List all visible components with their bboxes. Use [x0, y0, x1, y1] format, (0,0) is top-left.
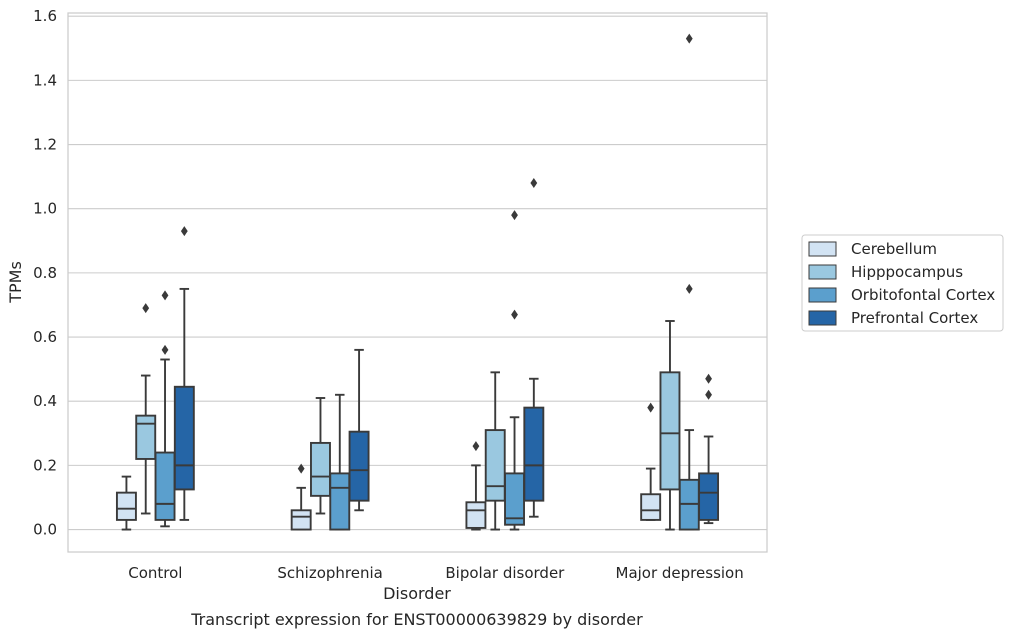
x-tick-label: Control	[128, 564, 182, 582]
outlier-point	[530, 178, 538, 189]
outlier-point	[142, 303, 150, 314]
box-1-2	[484, 371, 506, 531]
box-0-1	[290, 463, 312, 531]
x-tick-label: Bipolar disorder	[445, 564, 565, 582]
boxes	[115, 33, 720, 531]
y-tick-label: 1.6	[33, 7, 57, 25]
legend-label: Hipppocampus	[851, 263, 963, 281]
y-tick-label: 0.8	[33, 264, 57, 282]
iqr-box	[659, 371, 681, 491]
legend-swatch	[808, 287, 837, 303]
x-tick-labels: Control Schizophrenia Bipolar disorder Majo…	[128, 564, 743, 582]
legend-swatch	[808, 241, 837, 257]
box-1-1	[310, 397, 331, 515]
outlier-point	[472, 441, 480, 452]
x-axis-title: Disorder	[383, 584, 451, 603]
iqr-box	[348, 430, 370, 502]
legend-label: Prefrontal Cortex	[851, 309, 978, 327]
legend-label: Cerebellum	[851, 240, 937, 258]
y-tick-label: 0.4	[33, 392, 57, 410]
legend-swatch	[808, 264, 837, 280]
legend-frame	[801, 234, 1004, 332]
y-tick-label: 1.0	[33, 200, 57, 218]
iqr-box	[290, 509, 312, 531]
iqr-box	[154, 451, 176, 521]
box-0-3	[640, 402, 662, 521]
iqr-box	[173, 385, 195, 491]
outlier-point	[685, 33, 693, 44]
y-axis-title: TPMs	[6, 261, 25, 304]
x-tick-label: Major depression	[616, 564, 744, 582]
iqr-box	[329, 472, 351, 531]
outlier-point	[705, 389, 712, 400]
y-tick-label: 0.6	[33, 328, 57, 346]
box-3-3	[698, 373, 720, 525]
iqr-box	[115, 491, 137, 521]
outlier-point	[180, 226, 188, 237]
iqr-box	[523, 406, 545, 502]
legend-swatch	[808, 310, 837, 326]
y-tick-labels: 0.0 0.2 0.4 0.6 0.8 1.0 1.2 1.4 1.6	[33, 7, 57, 538]
box-3-2	[523, 178, 545, 518]
legend-label: Orbitofontal Cortex	[851, 286, 995, 304]
iqr-box	[504, 472, 525, 526]
box-2-3	[678, 33, 700, 531]
legend: Cerebellum Hipppocampus Orbitofontal Corte…	[801, 234, 1004, 332]
iqr-box	[465, 501, 487, 529]
box-3-1	[348, 348, 370, 512]
outlier-point	[685, 283, 693, 294]
box-3-0	[173, 226, 195, 521]
iqr-box	[640, 493, 662, 521]
outlier-point	[511, 210, 518, 221]
outlier-point	[705, 373, 712, 384]
outlier-point	[161, 290, 169, 301]
iqr-box	[310, 441, 331, 497]
y-tick-label: 0.0	[33, 521, 57, 539]
outlier-point	[161, 344, 169, 355]
iqr-box	[698, 472, 720, 521]
y-tick-label: 1.4	[33, 71, 57, 89]
outlier-point	[511, 309, 518, 320]
outlier-point	[297, 463, 305, 474]
y-tick-label: 0.2	[33, 456, 57, 474]
box-2-0	[154, 290, 176, 528]
box-0-0	[115, 475, 137, 531]
iqr-box	[135, 414, 157, 460]
box-2-2	[504, 210, 525, 531]
chart-caption: Transcript expression for ENST0000063982…	[190, 610, 643, 629]
box-0-2	[465, 441, 487, 531]
iqr-box	[484, 429, 506, 502]
box-1-3	[659, 320, 681, 531]
outlier-point	[647, 402, 655, 413]
x-tick-label: Schizophrenia	[277, 564, 382, 582]
y-tick-label: 1.2	[33, 136, 57, 154]
box-1-0	[135, 303, 157, 515]
box-2-1	[329, 393, 351, 531]
plot-frame	[67, 12, 768, 553]
